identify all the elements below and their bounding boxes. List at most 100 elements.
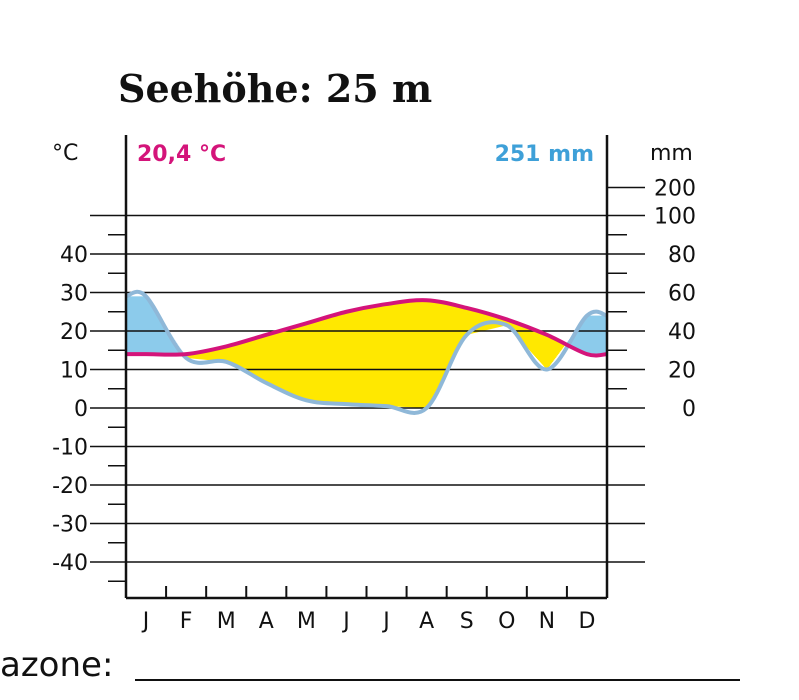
arid-area [383, 304, 385, 406]
arid-area [380, 305, 382, 406]
arid-area [375, 306, 377, 406]
humid-area [171, 335, 173, 355]
arid-area [400, 302, 402, 407]
arid-area [429, 300, 431, 403]
arid-area [433, 301, 435, 396]
arid-area [481, 312, 483, 332]
arid-area [371, 306, 373, 406]
arid-area [416, 301, 418, 408]
arid-area [532, 329, 534, 354]
arid-area [320, 319, 322, 402]
arid-area [307, 322, 309, 401]
arid-area [324, 318, 326, 403]
arid-area [230, 345, 232, 365]
arid-area [516, 323, 518, 336]
humid-area [165, 326, 167, 355]
arid-area [345, 312, 347, 405]
arid-area [315, 320, 317, 402]
arid-area [419, 300, 421, 408]
arid-area [323, 318, 325, 402]
arid-area [547, 335, 549, 369]
humid-area [604, 315, 606, 355]
arid-area [560, 341, 562, 352]
arid-area [360, 309, 362, 405]
arid-area [527, 327, 529, 349]
month-label: A [259, 609, 274, 634]
arid-area [268, 334, 270, 384]
humid-area [582, 321, 584, 352]
arid-area [233, 344, 235, 366]
temp-tick-label: -10 [52, 436, 88, 461]
arid-area [469, 308, 471, 335]
arid-area [314, 320, 316, 402]
humid-area [603, 315, 605, 355]
arid-area [546, 334, 548, 370]
arid-area [444, 303, 446, 376]
temp-tick-label: -20 [52, 474, 88, 499]
arid-area [442, 303, 444, 380]
arid-area [236, 343, 238, 368]
humid-area [146, 297, 148, 355]
arid-area [265, 335, 267, 383]
arid-area [468, 308, 470, 335]
arid-area [197, 351, 199, 360]
arid-area [510, 320, 512, 330]
humid-area [591, 315, 593, 355]
arid-area [396, 303, 398, 407]
arid-area [260, 336, 262, 380]
arid-area [410, 301, 412, 408]
humid-area [127, 296, 129, 355]
arid-area [218, 347, 220, 362]
arid-area [287, 328, 289, 393]
arid-area [480, 311, 482, 332]
zone-label: azone: [0, 645, 113, 685]
precip-tick-label: 20 [668, 359, 696, 384]
arid-area [466, 307, 468, 336]
arid-area [305, 323, 307, 400]
arid-area [270, 333, 272, 385]
arid-area [384, 304, 386, 406]
arid-area [241, 341, 243, 370]
arid-area [237, 343, 239, 368]
arid-area [267, 334, 269, 384]
arid-area [474, 310, 476, 333]
arid-area [308, 322, 310, 401]
arid-area [231, 344, 233, 365]
arid-area [475, 310, 477, 333]
arid-area [289, 328, 291, 394]
arid-area [403, 302, 405, 407]
arid-area [274, 332, 276, 387]
arid-area [417, 301, 419, 408]
arid-area [515, 322, 517, 335]
arid-area [290, 327, 292, 394]
humid-area [160, 318, 162, 355]
month-label: J [381, 609, 390, 634]
arid-area [452, 305, 454, 361]
arid-area [285, 329, 287, 392]
arid-area [273, 332, 275, 387]
arid-area [266, 334, 268, 384]
humid-area [161, 320, 163, 355]
arid-area [422, 300, 424, 408]
arid-area [441, 303, 443, 381]
arid-area [432, 301, 434, 398]
arid-area [354, 310, 356, 405]
arid-area [205, 350, 207, 360]
arid-area [379, 305, 381, 406]
temp-tick-label: 30 [60, 282, 88, 307]
arid-area [463, 307, 465, 341]
humid-area [140, 296, 142, 355]
arid-area [557, 339, 559, 356]
arid-area [228, 345, 230, 364]
humid-area [596, 315, 598, 355]
arid-area [421, 300, 423, 408]
arid-area [548, 335, 550, 368]
precip-tick-label: 80 [668, 243, 696, 268]
humid-area [167, 329, 169, 355]
arid-area [436, 302, 438, 390]
arid-area [505, 319, 507, 326]
axes [108, 135, 627, 600]
humid-area [169, 332, 171, 355]
arid-area [449, 304, 451, 367]
